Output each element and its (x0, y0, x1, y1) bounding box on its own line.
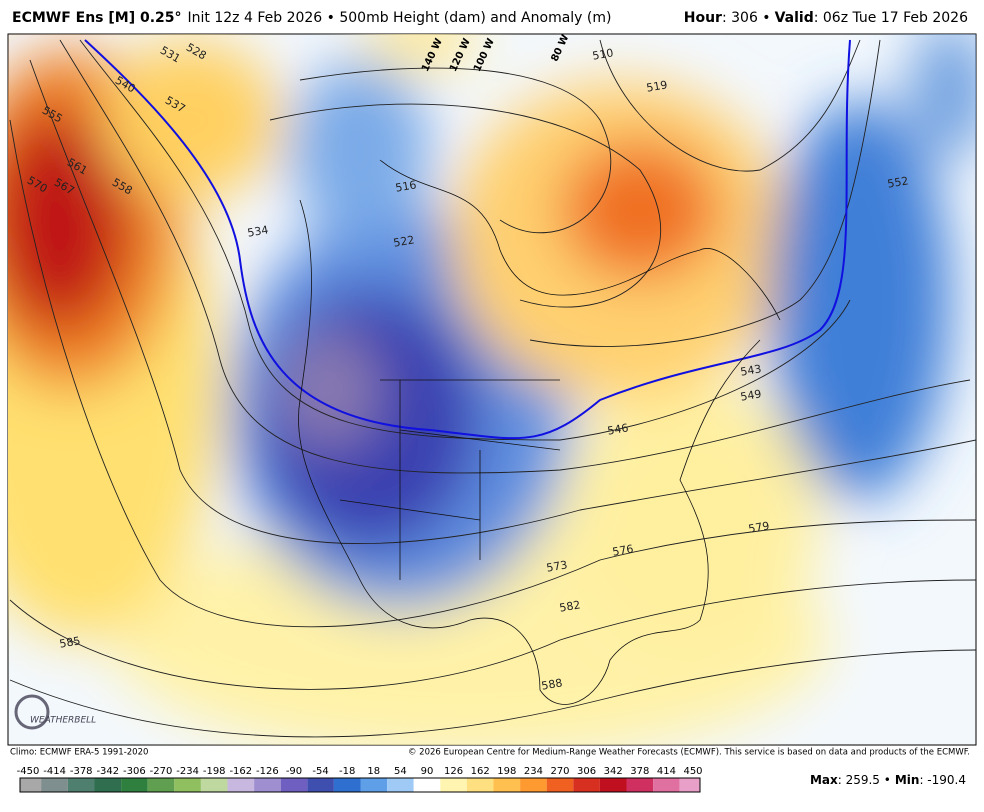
contour-label: 573 (545, 558, 568, 574)
header-title: ECMWF Ens [M] 0.25° (12, 10, 182, 26)
colorbar-swatch (493, 778, 521, 792)
colorbar-swatch (20, 778, 47, 792)
colorbar-swatch (200, 778, 228, 792)
colorbar-tick-label: 54 (394, 766, 407, 777)
contour-label: 576 (611, 542, 634, 558)
contour-label: 522 (392, 233, 415, 249)
contour-label: 546 (606, 421, 629, 437)
colorbar-tick-label: 378 (630, 766, 649, 777)
contour-label: 588 (540, 676, 563, 692)
colorbar-tick-label: 18 (367, 766, 380, 777)
colorbar-tick-label: -18 (339, 766, 355, 777)
colorbar-tick-label: -126 (256, 766, 279, 777)
stats: Max: 259.5 • Min: -190.4 (810, 773, 966, 787)
header-subtitle: Init 12z 4 Feb 2026 • 500mb Height (dam)… (188, 10, 612, 26)
colorbar-swatch (174, 778, 201, 792)
colorbar-tick-label: 234 (524, 766, 543, 777)
contour-label: 534 (246, 223, 269, 239)
colorbar-swatch (333, 778, 361, 792)
colorbar-swatch (307, 778, 334, 792)
colorbar-tick-label: 126 (444, 766, 463, 777)
colorbar-swatch (227, 778, 255, 792)
min-label: Min (895, 773, 920, 787)
contour-label: 579 (747, 519, 770, 535)
colorbar-tick-label: 450 (683, 766, 702, 777)
max-text: : 259.5 • (838, 773, 891, 787)
colorbar-swatch (440, 778, 467, 792)
colorbar-tick-label: 90 (421, 766, 434, 777)
colorbar-swatch (466, 778, 494, 792)
colorbar-swatch (41, 778, 68, 792)
hour-label: Hour (684, 10, 722, 26)
height-contours (9, 39, 976, 738)
valid-label: Valid (775, 10, 814, 26)
colorbar-tick-label: -378 (70, 766, 93, 777)
colorbar-tick-label: -198 (203, 766, 226, 777)
colorbar-tick-label: -162 (229, 766, 252, 777)
colorbar-swatch (67, 778, 95, 792)
contour-label: 510 (591, 46, 614, 62)
colorbar-swatch (679, 778, 700, 792)
colorbar-swatch (360, 778, 388, 792)
contour-label: 552 (886, 174, 909, 190)
colorbar-tick-label: -54 (312, 766, 328, 777)
colorbar-tick-label: 270 (550, 766, 569, 777)
colorbar-swatch (626, 778, 654, 792)
coastlines (298, 159, 781, 705)
colorbar-swatch (546, 778, 574, 792)
colorbar-tick-label: 162 (471, 766, 490, 777)
header-right: Hour: 306 • Valid: 06z Tue 17 Feb 2026 (684, 10, 968, 26)
colorbar-swatch (254, 778, 281, 792)
copyright: © 2026 European Centre for Medium-Range … (408, 748, 970, 758)
max-label: Max (810, 773, 838, 787)
colorbar-swatch (147, 778, 175, 792)
colorbar-tick-label: -90 (286, 766, 302, 777)
header-left: ECMWF Ens [M] 0.25° Init 12z 4 Feb 2026 •… (12, 10, 611, 26)
colorbar-swatch (94, 778, 122, 792)
contour-540-line (84, 39, 851, 440)
colorbar-swatch (387, 778, 414, 792)
colorbar-swatch (573, 778, 600, 792)
valid-text: : 06z Tue 17 Feb 2026 (814, 10, 968, 26)
hour-text: : 306 • (722, 10, 771, 26)
contour-label: 582 (558, 598, 581, 614)
colorbar-swatch (121, 778, 148, 792)
colorbar-tick-label: 414 (657, 766, 676, 777)
colorbar-frame (19, 777, 701, 793)
contour-label: 549 (739, 387, 762, 403)
colorbar-swatch (520, 778, 547, 792)
colorbar-tick-label: -234 (176, 766, 199, 777)
contour-label: 585 (58, 634, 81, 650)
colorbar-swatch (280, 778, 308, 792)
colorbar-tick-label: -342 (96, 766, 119, 777)
contour-label: 519 (645, 78, 668, 94)
colorbar-tick-label: 198 (497, 766, 516, 777)
logo: WEATHERBELL (30, 716, 96, 726)
logo-icon (14, 694, 50, 730)
colorbar-tick-label: -270 (150, 766, 173, 777)
min-text: : -190.4 (919, 773, 966, 787)
anomaly-field (8, 34, 976, 745)
climo-note: Climo: ECMWF ERA-5 1991-2020 (10, 748, 148, 758)
colorbar-swatch (413, 778, 441, 792)
colorbar-tick-label: -450 (17, 766, 40, 777)
contour-label: 543 (739, 362, 762, 378)
contour-label: 516 (394, 178, 417, 194)
colorbar-swatch (599, 778, 627, 792)
colorbar-tick-label: 306 (577, 766, 596, 777)
colorbar-tick-label: 342 (604, 766, 623, 777)
colorbar-swatch (653, 778, 680, 792)
colorbar-tick-label: -306 (123, 766, 146, 777)
colorbar-tick-label: -414 (43, 766, 66, 777)
